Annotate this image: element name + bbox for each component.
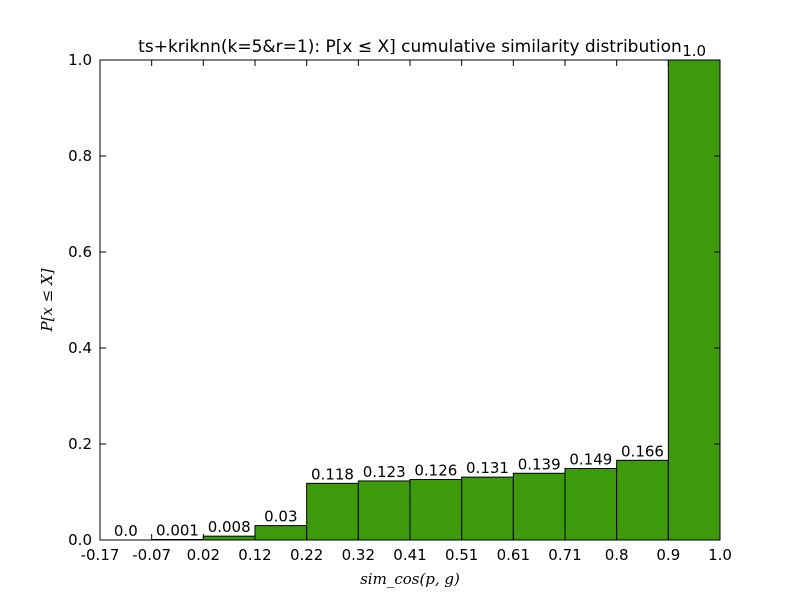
- data-label-0: 0.0: [114, 522, 138, 540]
- bar-3: [254, 525, 308, 541]
- bar-4: [306, 482, 359, 541]
- x-tick-label-10: 0.8: [605, 546, 629, 564]
- x-tick-label-0: -0.17: [81, 546, 120, 564]
- x-tick-label-5: 0.32: [342, 546, 375, 564]
- y-tick-label-0: 0.0: [68, 531, 92, 549]
- data-label-4: 0.118: [311, 465, 354, 483]
- bar-6: [409, 479, 463, 541]
- bar-8: [512, 472, 566, 541]
- plot-area: 0.0 0.001 0.008 0.03 0.118 0.123 0.126 0.131 0.1…: [68, 42, 732, 564]
- bar-7: [461, 476, 514, 541]
- bar-10: [616, 459, 669, 541]
- bar-5: [357, 480, 411, 541]
- data-label-2: 0.008: [208, 518, 251, 536]
- data-label-7: 0.131: [466, 459, 509, 477]
- x-tick-label-1: -0.07: [132, 546, 171, 564]
- bar-2: [202, 535, 256, 541]
- data-label-8: 0.139: [518, 455, 561, 473]
- chart-title: ts+kriknn(k=5&r=1): P[x ≤ X] cumulative …: [138, 37, 682, 57]
- y-tick-label-5: 1.0: [68, 51, 92, 69]
- x-axis-label: sim_cos(p, g): [360, 570, 460, 588]
- x-tick-label-2: 0.02: [187, 546, 220, 564]
- data-label-10: 0.166: [621, 442, 664, 460]
- data-label-9: 0.149: [569, 450, 612, 468]
- x-tick-label-7: 0.51: [445, 546, 478, 564]
- y-tick-label-2: 0.4: [68, 339, 92, 357]
- x-tick-label-12: 1.0: [708, 546, 732, 564]
- y-tick-label-4: 0.8: [68, 147, 92, 165]
- bar-9: [564, 467, 618, 541]
- y-tick-label-3: 0.6: [68, 243, 92, 261]
- bar-11: [667, 59, 721, 541]
- y-tick-label-1: 0.2: [68, 435, 92, 453]
- data-label-6: 0.126: [414, 462, 457, 480]
- data-label-11: 1.0: [682, 42, 706, 60]
- x-tick-label-3: 0.12: [238, 546, 271, 564]
- x-tick-label-11: 0.9: [656, 546, 680, 564]
- data-label-5: 0.123: [363, 463, 406, 481]
- x-tick-label-8: 0.61: [497, 546, 530, 564]
- x-tick-label-6: 0.41: [393, 546, 426, 564]
- x-tick-label-4: 0.22: [290, 546, 323, 564]
- data-label-1: 0.001: [156, 522, 199, 540]
- data-label-3: 0.03: [264, 508, 297, 526]
- y-axis-label: P[x ≤ X]: [38, 268, 56, 332]
- x-tick-label-9: 0.71: [548, 546, 581, 564]
